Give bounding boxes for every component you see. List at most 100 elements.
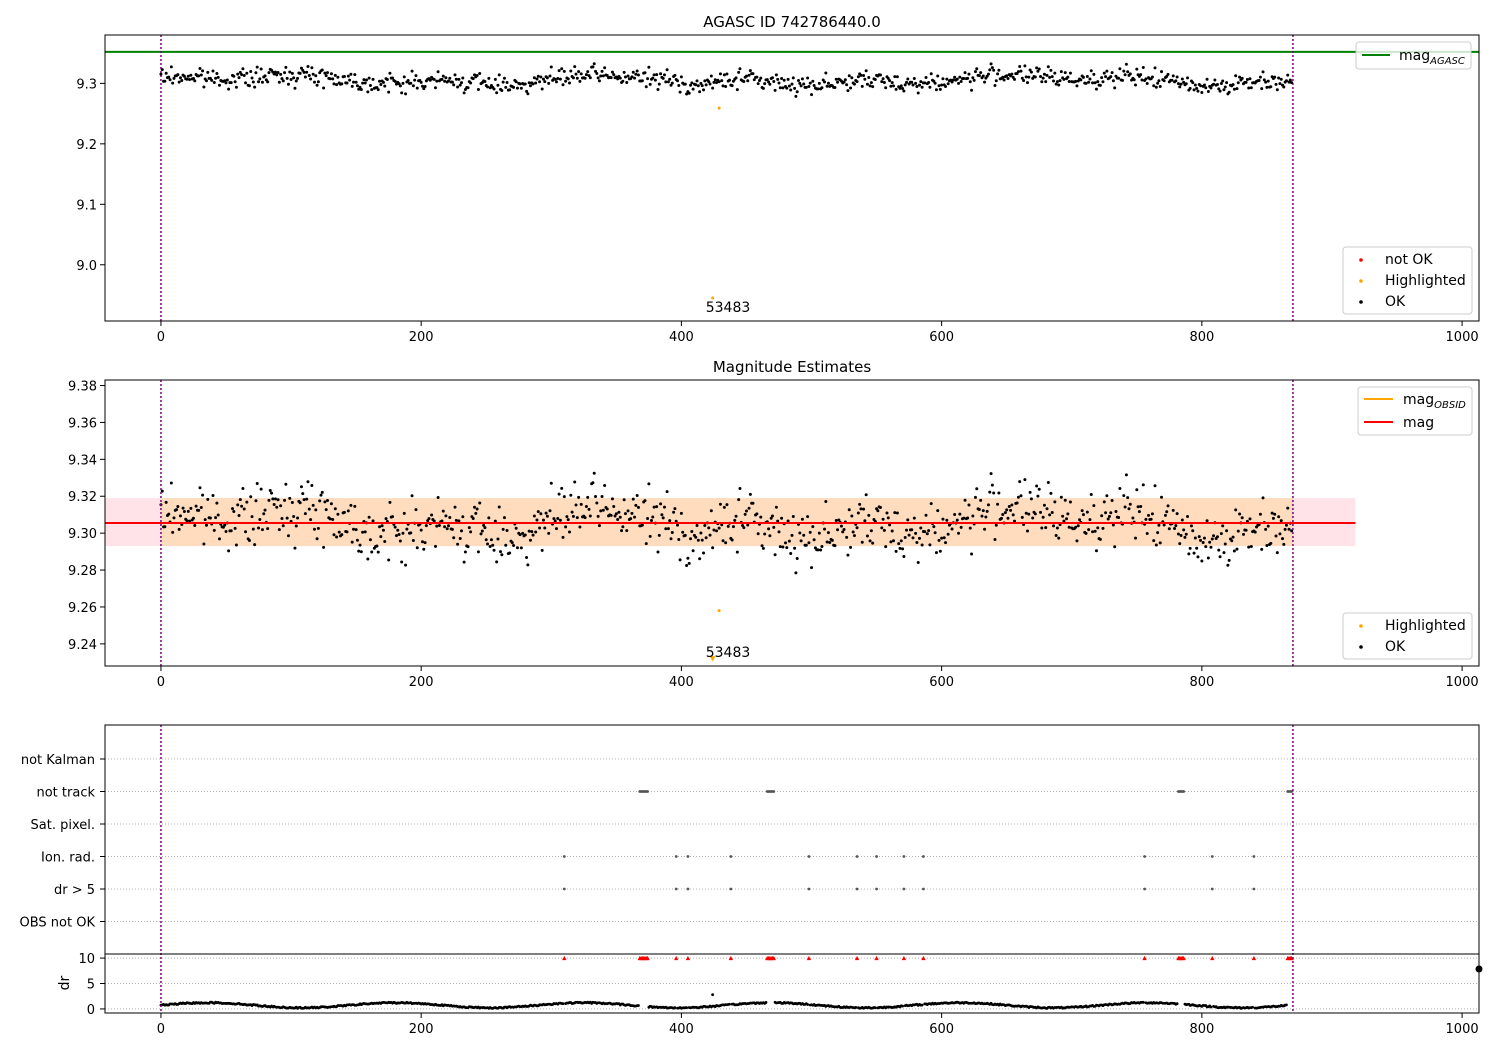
ok-point <box>686 556 690 560</box>
ok-point <box>678 90 682 94</box>
ok-point <box>391 515 395 519</box>
ok-point <box>186 74 190 78</box>
ok-point <box>415 546 419 550</box>
ok-point <box>199 73 203 77</box>
ok-point <box>1196 89 1200 93</box>
ok-point <box>834 77 838 81</box>
ok-point <box>860 84 864 88</box>
ok-point <box>1063 498 1067 502</box>
ok-point <box>673 507 677 511</box>
flag-mark <box>1252 855 1256 858</box>
ok-point <box>583 76 587 80</box>
ok-point <box>1123 73 1127 77</box>
ok-point <box>492 87 496 91</box>
ok-point <box>460 81 464 85</box>
ok-point <box>1184 82 1188 86</box>
dr-point <box>673 1006 677 1010</box>
panel2-legend-lines: magOBSID mag <box>1357 386 1473 436</box>
ok-point <box>911 536 915 540</box>
ok-point <box>400 560 404 564</box>
ok-point <box>532 76 536 80</box>
ok-point <box>1182 528 1186 532</box>
ok-point <box>543 80 547 84</box>
ok-point <box>353 504 357 508</box>
ok-point <box>656 88 660 92</box>
ok-point <box>718 502 722 506</box>
ok-point <box>893 511 897 515</box>
ok-point <box>659 72 663 76</box>
ok-point <box>1196 555 1200 559</box>
ok-point <box>992 68 996 72</box>
ok-point <box>1273 512 1277 516</box>
ok-point <box>1020 515 1024 519</box>
ok-point <box>798 531 802 535</box>
ok-point <box>983 527 987 531</box>
ok-point <box>1189 524 1193 528</box>
ok-point <box>309 77 313 81</box>
ok-point <box>1264 527 1268 531</box>
ok-point <box>826 81 830 85</box>
flag-mark <box>807 855 811 858</box>
ok-point <box>804 543 808 547</box>
ok-point <box>1261 496 1265 500</box>
ok-point <box>845 83 849 87</box>
ok-point <box>370 550 374 554</box>
ok-point <box>331 518 335 522</box>
ok-point <box>398 84 402 88</box>
ok-point <box>1100 76 1104 80</box>
ok-point <box>342 75 346 79</box>
ok-point <box>925 532 929 536</box>
ok-point <box>255 482 259 486</box>
ok-point <box>903 536 907 540</box>
x-tick-label: 0 <box>157 330 165 345</box>
ok-point <box>324 508 328 512</box>
ok-point <box>202 85 206 89</box>
ok-point <box>393 79 397 83</box>
ok-point <box>912 516 916 520</box>
ok-point <box>1074 79 1078 83</box>
ok-point <box>461 76 465 80</box>
ok-point <box>902 89 906 93</box>
dr-point <box>901 1004 904 1008</box>
highlighted-point <box>717 609 721 613</box>
ok-point <box>828 540 832 544</box>
ok-point <box>735 88 739 92</box>
ok-point <box>292 76 296 80</box>
ok-point <box>201 69 205 73</box>
ok-point <box>895 75 899 79</box>
ok-point <box>233 526 237 530</box>
ok-point <box>251 527 255 531</box>
ok-point <box>1085 510 1089 514</box>
ok-point <box>1128 72 1132 76</box>
ok-point <box>547 531 551 535</box>
ok-point <box>967 503 971 507</box>
ok-point <box>1156 81 1160 85</box>
ok-point <box>293 86 297 90</box>
ok-point <box>793 86 797 90</box>
ok-point <box>286 82 290 86</box>
ok-point <box>933 531 937 535</box>
ok-point <box>206 497 210 501</box>
ok-point <box>1279 519 1283 523</box>
ok-point <box>834 518 838 522</box>
ok-point <box>448 515 452 519</box>
ok-point <box>846 89 850 93</box>
ok-point <box>1118 67 1122 71</box>
ok-point <box>448 76 452 80</box>
ok-point <box>709 74 713 78</box>
ok-point <box>1075 84 1079 88</box>
ok-point <box>842 527 846 531</box>
ok-point <box>531 82 535 86</box>
ok-point <box>1145 81 1149 85</box>
ok-point <box>311 503 315 507</box>
ok-point <box>1010 72 1014 76</box>
ok-point <box>657 82 661 86</box>
ok-point <box>1132 78 1136 82</box>
ok-point <box>660 513 664 517</box>
ok-point <box>1036 69 1040 73</box>
ok-point <box>1027 75 1031 79</box>
ok-point <box>957 531 961 535</box>
ok-point <box>786 77 790 81</box>
ok-point <box>186 509 190 513</box>
ok-point <box>361 530 365 534</box>
